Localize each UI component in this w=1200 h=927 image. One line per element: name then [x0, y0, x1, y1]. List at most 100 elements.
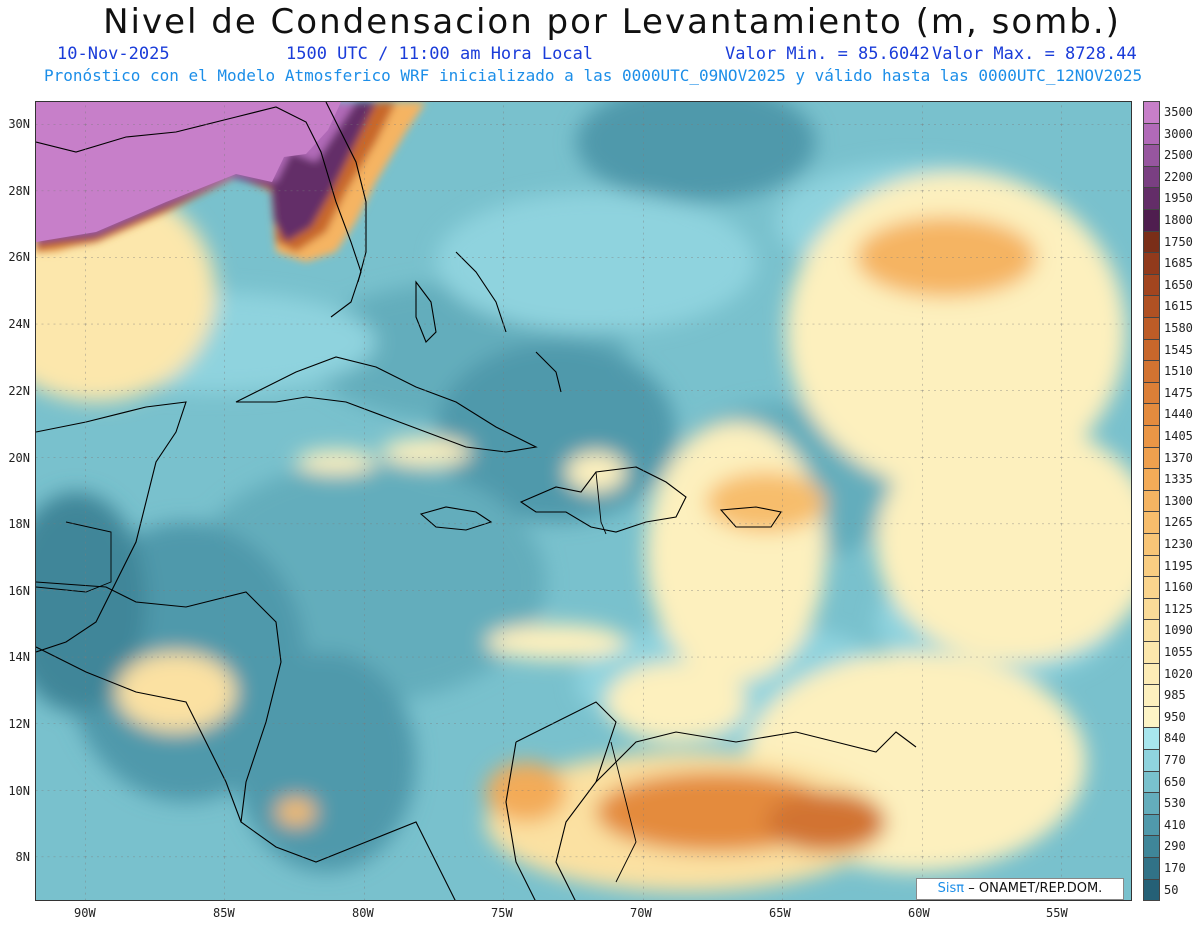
colorbar-swatch [1143, 533, 1160, 556]
colorbar-swatch [1143, 511, 1160, 534]
forecast-date: 10-Nov-2025 [57, 44, 170, 64]
colorbar-swatch [1143, 468, 1160, 491]
forecast-time: 1500 UTC / 11:00 am Hora Local [286, 44, 594, 64]
colorbar-label: 1750 [1164, 234, 1193, 249]
colorbar-label: 1950 [1164, 191, 1193, 206]
colorbar-label: 170 [1164, 861, 1186, 875]
colorbar-label: 1475 [1164, 385, 1193, 400]
lat-label: 12N [8, 717, 30, 731]
lon-label: 70W [630, 906, 652, 920]
colorbar-swatch [1143, 273, 1160, 297]
min-value: Valor Min. = 85.6042 [725, 44, 930, 64]
lcl-field [36, 102, 1131, 900]
lon-label: 75W [491, 906, 513, 920]
colorbar-label: 985 [1164, 688, 1186, 703]
colorbar-label: 1335 [1164, 472, 1193, 487]
model-info: Pronóstico con el Modelo Atmosferico WRF… [44, 66, 1143, 85]
colorbar-label: 1440 [1164, 407, 1193, 422]
lon-label: 85W [213, 906, 235, 920]
colorbar-swatch [1143, 252, 1160, 275]
lat-label: 8N [15, 850, 30, 864]
colorbar-label: 290 [1164, 839, 1186, 854]
lon-label: 65W [769, 906, 791, 920]
colorbar-label: 50 [1164, 882, 1179, 897]
colorbar-label: 1615 [1164, 299, 1193, 314]
colorbar-swatch [1143, 295, 1160, 318]
colorbar-swatch [1143, 705, 1160, 729]
lon-label: 80W [352, 906, 374, 920]
colorbar-label: 2500 [1164, 148, 1193, 163]
colorbar-swatch [1143, 209, 1160, 232]
colorbar-swatch [1143, 446, 1160, 470]
colorbar-label: 1230 [1164, 537, 1193, 551]
lat-label: 10N [8, 784, 30, 798]
colorbar-label: 1580 [1164, 321, 1193, 335]
map-panel [35, 101, 1132, 901]
colorbar-swatch [1143, 360, 1160, 383]
lat-label: 20N [8, 451, 30, 465]
colorbar-swatch [1143, 317, 1160, 340]
lat-label: 26N [8, 250, 30, 264]
colorbar-swatch [1143, 597, 1160, 621]
colorbar-swatch [1143, 684, 1160, 707]
colorbar-swatch [1143, 425, 1160, 448]
colorbar-label: 3000 [1164, 126, 1193, 141]
lat-label: 30N [8, 117, 30, 131]
colorbar-swatch [1143, 641, 1160, 664]
colorbar-label: 2200 [1164, 169, 1193, 184]
colorbar-label: 1195 [1164, 558, 1193, 573]
lon-label: 90W [74, 906, 96, 920]
colorbar-swatch [1143, 770, 1160, 794]
colorbar-label: 3500 [1164, 105, 1193, 119]
colorbar-label: 1685 [1164, 256, 1193, 271]
lon-label: 55W [1046, 906, 1068, 920]
colorbar-label: 1160 [1164, 580, 1193, 595]
colorbar-swatch [1143, 878, 1160, 902]
colorbar-label: 770 [1164, 753, 1186, 767]
colorbar-label: 1020 [1164, 666, 1193, 681]
credit-text: – ONAMET/REP.DOM. [968, 881, 1103, 896]
colorbar-swatch [1143, 230, 1160, 254]
colorbar-label: 1300 [1164, 493, 1193, 508]
colorbar-swatch [1143, 381, 1160, 405]
lat-label: 14N [8, 650, 30, 664]
sispi-logo: Sisπ [937, 881, 965, 896]
map-title: Nivel de Condensacion por Levantamiento … [103, 2, 1121, 42]
lat-label: 16N [8, 584, 30, 598]
lat-label: 24N [8, 317, 30, 331]
colorbar-label: 1510 [1164, 364, 1193, 379]
colorbar-label: 1125 [1164, 601, 1193, 616]
colorbar-swatch [1143, 403, 1160, 426]
colorbar-label: 530 [1164, 796, 1186, 811]
colorbar-swatch [1143, 749, 1160, 772]
colorbar-label: 1090 [1164, 623, 1193, 638]
credit-box: Sisπ – ONAMET/REP.DOM. [916, 878, 1124, 900]
colorbar-label: 840 [1164, 731, 1186, 746]
colorbar-swatch [1143, 857, 1160, 880]
colorbar-label: 1405 [1164, 429, 1193, 443]
max-value: Valor Max. = 8728.44 [932, 44, 1137, 64]
colorbar-swatch [1143, 101, 1160, 124]
lat-label: 18N [8, 517, 30, 531]
colorbar-swatch [1143, 187, 1160, 210]
colorbar-swatch [1143, 144, 1160, 167]
colorbar-label: 1265 [1164, 515, 1193, 530]
colorbar-swatch [1143, 835, 1160, 858]
colorbar-swatch [1143, 792, 1160, 815]
colorbar-swatch [1143, 619, 1160, 642]
colorbar-swatch [1143, 554, 1160, 578]
colorbar-swatch [1143, 813, 1160, 837]
lat-label: 28N [8, 184, 30, 198]
colorbar-label: 1800 [1164, 213, 1193, 227]
colorbar-swatch [1143, 122, 1160, 146]
colorbar-swatch [1143, 576, 1160, 599]
colorbar-swatch [1143, 489, 1160, 513]
colorbar-label: 650 [1164, 774, 1186, 789]
colorbar-label: 410 [1164, 817, 1186, 832]
colorbar-label: 950 [1164, 709, 1186, 724]
colorbar-label: 1650 [1164, 277, 1193, 292]
lon-label: 60W [908, 906, 930, 920]
colorbar-swatch [1143, 165, 1160, 189]
colorbar-swatch [1143, 727, 1160, 750]
colorbar-label: 1545 [1164, 342, 1193, 357]
